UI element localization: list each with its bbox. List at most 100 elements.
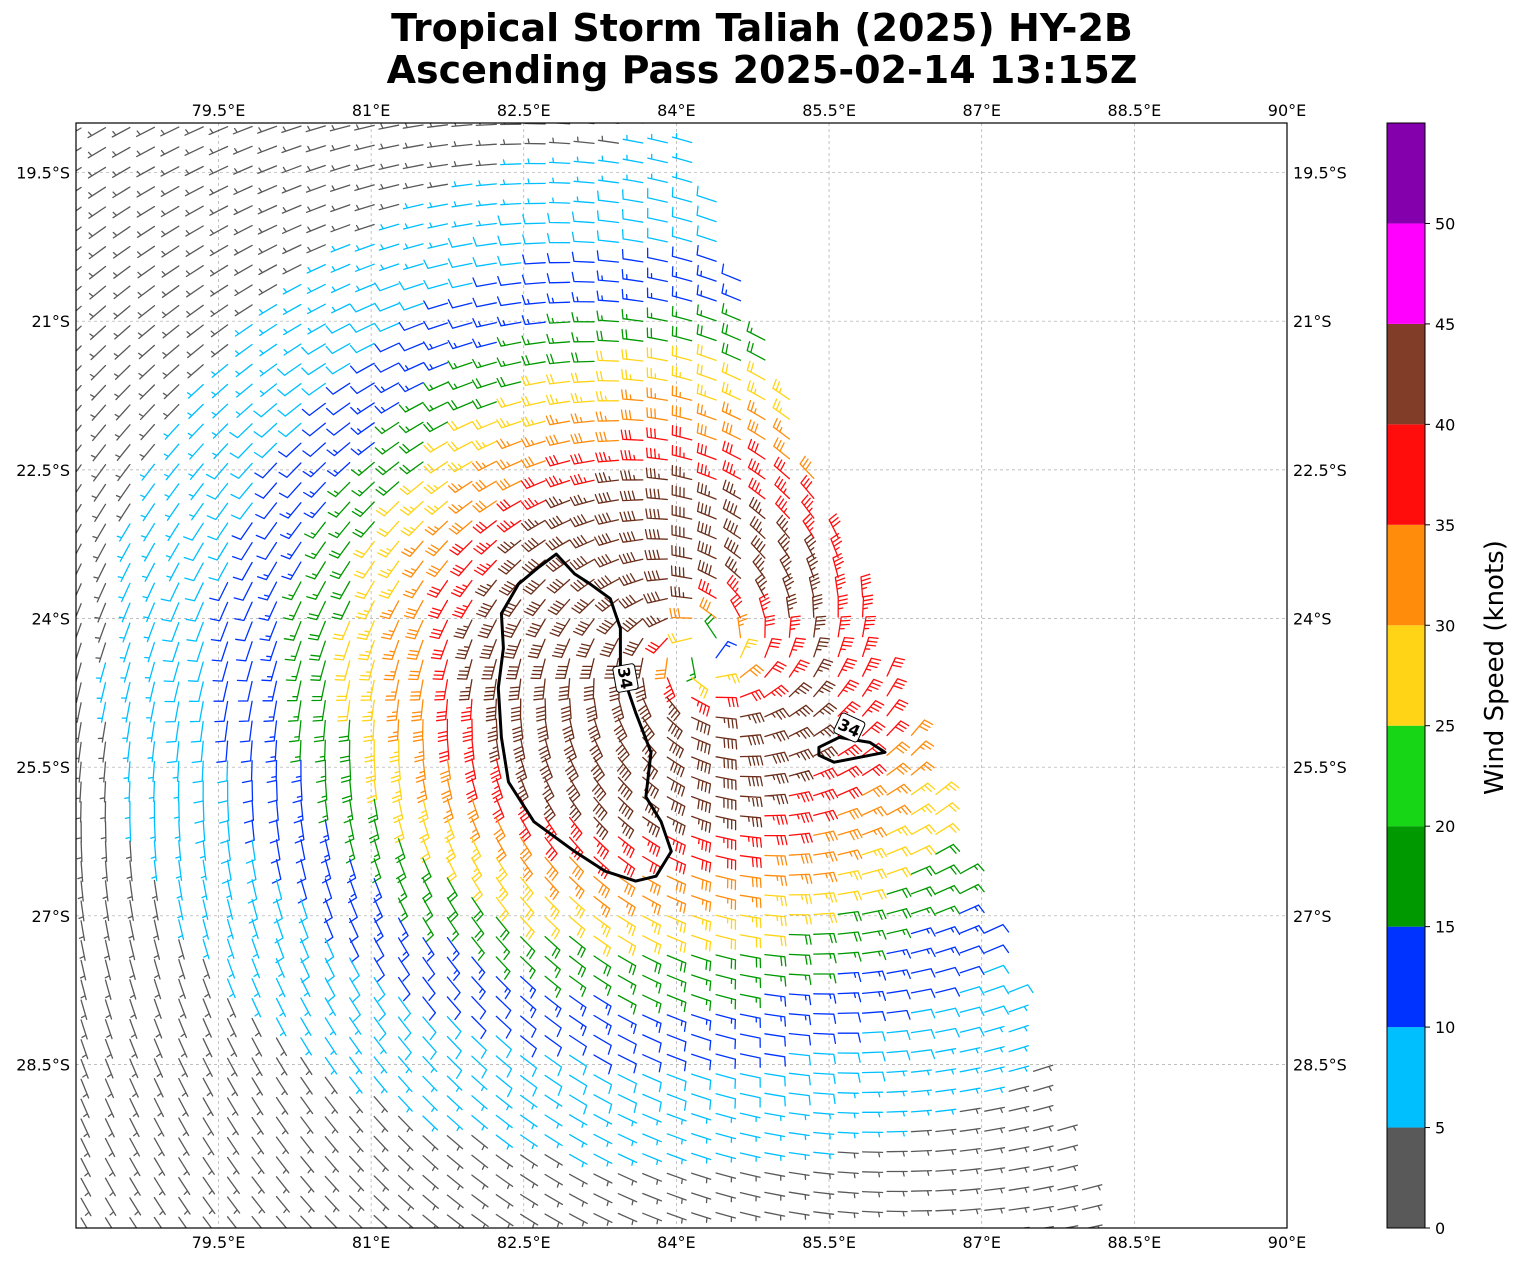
wind-barb	[104, 1078, 115, 1099]
wind-barb	[178, 1157, 191, 1176]
wind-barb	[593, 1034, 612, 1055]
wind-barb	[163, 403, 180, 420]
wind-barb	[235, 383, 253, 398]
wind-barb	[764, 751, 789, 764]
wind-barb	[475, 123, 497, 127]
wind-barb	[813, 871, 838, 883]
wind-barb	[722, 499, 742, 520]
wind-barb	[161, 285, 180, 298]
wind-barb	[90, 424, 107, 442]
wind-barb	[283, 343, 302, 356]
wind-barb	[813, 851, 838, 862]
wind-barb	[910, 782, 936, 796]
wind-barb	[349, 1175, 365, 1193]
wind-barb	[589, 737, 604, 763]
wind-barb	[595, 451, 620, 463]
wind-barb	[691, 1053, 712, 1071]
wind-barb	[861, 1011, 886, 1022]
wind-barb	[691, 1192, 712, 1204]
wind-barb	[282, 283, 302, 295]
wind-barb	[141, 542, 156, 562]
wind-barb	[691, 875, 712, 893]
wind-barb	[422, 917, 434, 942]
wind-barb	[76, 186, 82, 192]
wind-barb	[127, 880, 134, 902]
wind-barb	[153, 1038, 163, 1059]
wind-barb	[671, 186, 693, 203]
wind-barb	[837, 594, 848, 618]
wind-barb	[596, 230, 620, 243]
wind-barb	[837, 828, 863, 841]
wind-barb	[568, 856, 585, 880]
wind-barb	[699, 597, 717, 619]
wind-barb	[622, 189, 644, 204]
wind-barb	[721, 401, 742, 421]
wind-barb	[80, 999, 88, 1020]
wind-barb	[335, 679, 351, 701]
wind-barb	[788, 615, 801, 638]
wind-barb	[397, 1194, 415, 1211]
wind-barb	[208, 145, 229, 156]
wind-barb	[136, 205, 156, 218]
wind-barb	[351, 481, 375, 497]
wind-barb	[324, 997, 336, 1016]
wind-barb	[76, 622, 82, 640]
wind-barb	[306, 283, 326, 294]
wind-barb	[593, 895, 611, 918]
wind-barb	[495, 1134, 513, 1150]
wind-barb	[450, 560, 473, 577]
wind-barb	[620, 409, 644, 422]
wind-barb	[696, 501, 717, 520]
wind-barb	[551, 638, 571, 659]
wind-barb	[691, 776, 712, 794]
wind-barb	[261, 660, 278, 682]
wind-barb	[984, 985, 1010, 995]
wind-barb	[95, 662, 107, 683]
wind-barb	[399, 441, 424, 454]
wind-barb	[113, 285, 131, 300]
wind-barb	[570, 413, 595, 424]
wind-barb	[544, 916, 561, 940]
wind-barb	[721, 322, 742, 341]
wind-barb	[764, 854, 788, 866]
wind-barb	[545, 496, 571, 509]
wind-barb	[593, 935, 612, 957]
wind-barb	[185, 284, 204, 298]
wind-barb	[492, 797, 505, 823]
wind-barb	[764, 953, 787, 967]
wind-barb	[788, 1211, 810, 1220]
wind-barb	[886, 783, 912, 796]
wind-barb	[178, 958, 186, 980]
wind-barb	[671, 464, 693, 481]
wind-barb	[697, 540, 717, 560]
wind-barb	[185, 225, 204, 237]
wind-barb	[984, 1187, 1006, 1194]
wind-barb	[935, 987, 961, 997]
wind-barb	[544, 1134, 563, 1149]
wind-barb	[427, 242, 449, 249]
wind-barb	[190, 720, 204, 743]
wind-barb	[87, 166, 107, 179]
wind-barb	[281, 581, 302, 601]
lat-tick-label-right: 21°S	[1293, 312, 1332, 331]
wind-barb	[153, 1117, 165, 1137]
wind-barb	[313, 719, 326, 743]
wind-barb	[475, 180, 497, 187]
wind-barb	[788, 704, 814, 718]
wind-barb	[813, 1092, 836, 1105]
wind-barb	[808, 573, 821, 599]
wind-barb	[76, 246, 82, 252]
wind-barb	[691, 994, 712, 1011]
wind-barb	[76, 305, 82, 312]
wind-barb	[302, 442, 326, 457]
wind-barb	[837, 658, 858, 678]
wind-barb	[642, 836, 661, 857]
wind-barb	[253, 422, 278, 438]
wind-barb	[543, 797, 556, 823]
wind-barb	[350, 461, 375, 477]
wind-barb	[617, 1054, 637, 1074]
wind-barb	[1008, 1085, 1030, 1093]
wind-barb	[1008, 1146, 1030, 1153]
wind-barb	[764, 1211, 786, 1221]
colorbar-tick-label: 5	[1435, 1119, 1445, 1138]
